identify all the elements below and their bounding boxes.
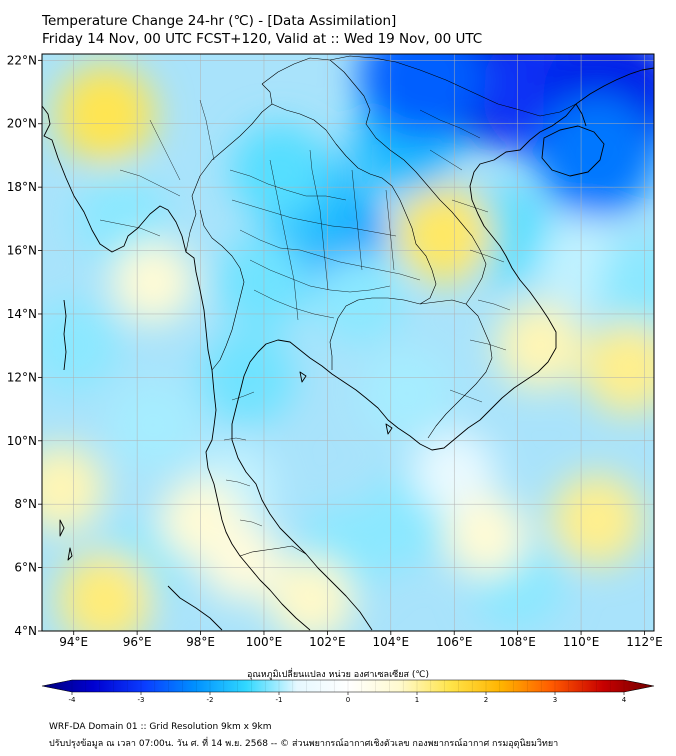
mainland-coastline xyxy=(42,105,311,631)
field-blob-14 xyxy=(108,380,198,470)
colorbar-tick-label: 2 xyxy=(484,696,488,704)
hainan-coastline xyxy=(541,125,605,177)
colorbar-tick-label: -3 xyxy=(138,696,145,704)
border-cambodia-vietnam xyxy=(419,299,493,439)
lon-tick-label: 96°E xyxy=(123,635,152,649)
lon-tick-label: 102°E xyxy=(309,635,346,649)
map-frame xyxy=(41,53,655,632)
border-thailand-laos xyxy=(271,103,437,305)
map-gridlines xyxy=(42,54,654,631)
field-blob-18 xyxy=(598,236,654,329)
field-blob-33 xyxy=(269,556,354,631)
footer-credit: ปรับปรุงข้อมูล ณ เวลา 07:00น. วัน ศ. ที่… xyxy=(49,739,559,749)
colorbar-tick-label: 1 xyxy=(415,696,419,704)
field-blob-5 xyxy=(359,54,486,139)
lon-tick-label: 112°E xyxy=(626,635,663,649)
colorbar-tick-label: 3 xyxy=(553,696,557,704)
colorbar-ticks: -4 -3 -2 -1 0 1 2 3 4 xyxy=(69,680,627,704)
border-thailand-malaysia xyxy=(239,545,307,557)
field-blob-4 xyxy=(536,95,654,216)
lon-tick-label: 100°E xyxy=(246,635,283,649)
colorbar-tick-label: 4 xyxy=(622,696,627,704)
field-blob-28 xyxy=(582,321,654,414)
border-north xyxy=(261,55,577,117)
map-title: Temperature Change 24-hr (℃) - [Data Ass… xyxy=(42,13,397,29)
gulf-coastline xyxy=(235,67,654,451)
myanmar-state-lines xyxy=(99,99,215,237)
field-blob-9 xyxy=(313,252,406,345)
colorbar-title: อุณหภูมิเปลี่ยนแปลง หน่วย องศาเซลเซียส (… xyxy=(246,670,430,680)
field-blob-32 xyxy=(444,494,528,578)
field-blob-29 xyxy=(58,552,153,631)
field-blob-35 xyxy=(111,241,195,324)
lat-tick-label: 16°N xyxy=(7,244,37,258)
lon-tick-label: 108°E xyxy=(499,635,536,649)
lon-tick-label: 110°E xyxy=(563,635,600,649)
vietnam-province-lines xyxy=(419,109,511,403)
lat-tick-label: 14°N xyxy=(7,307,37,321)
sumatra-coastline xyxy=(167,585,223,631)
leizhou-coastline xyxy=(575,103,587,127)
field-blob-15 xyxy=(361,348,452,439)
field-blob-27 xyxy=(496,302,584,390)
lat-tick-label: 12°N xyxy=(7,370,37,384)
field-blob-25 xyxy=(55,64,156,164)
lon-tick-label: 94°E xyxy=(59,635,88,649)
field-blob-13 xyxy=(42,299,120,392)
map-subtitle: Friday 14 Nov, 00 UTC FCST+120, Valid at… xyxy=(42,31,483,47)
temperature-field xyxy=(42,54,654,631)
lat-tick-label: 18°N xyxy=(7,180,37,194)
lon-tick-label: 106°E xyxy=(436,635,473,649)
field-blob-30 xyxy=(42,444,105,532)
coastlines xyxy=(42,67,654,631)
colorbar: -4 -3 -2 -1 0 1 2 3 4 xyxy=(41,679,655,704)
footer-model-info: WRF-DA Domain 01 :: Grid Resolution 9km … xyxy=(49,722,272,732)
border-thailand-cambodia xyxy=(329,297,421,370)
border-myanmar-thailand-south xyxy=(199,209,245,371)
lat-tick-label: 10°N xyxy=(7,434,37,448)
lat-tick-label: 20°N xyxy=(7,117,37,131)
lon-tick-label: 104°E xyxy=(373,635,410,649)
nicobar-islands xyxy=(59,519,73,561)
border-laos-vietnam xyxy=(329,59,487,305)
lon-tick-label: 98°E xyxy=(186,635,215,649)
province-lines xyxy=(223,149,421,527)
field-blob-26 xyxy=(396,186,494,284)
lat-tick-label: 4°N xyxy=(14,624,37,638)
axis-ticks: 94°E 96°E 98°E 100°E 102°E 104°E 106°E 108°E 110… xyxy=(7,53,663,649)
colorbar-tick-label: 0 xyxy=(346,696,350,704)
field-blob-10 xyxy=(231,122,329,220)
colorbar-tick-label: -1 xyxy=(276,696,283,704)
lat-tick-label: 22°N xyxy=(7,53,37,67)
lat-tick-label: 8°N xyxy=(14,497,37,511)
andaman-islands xyxy=(63,299,67,371)
colorbar-tick-label: -2 xyxy=(207,696,214,704)
colorbar-tick-label: -4 xyxy=(69,696,77,704)
field-blob-31 xyxy=(550,474,643,567)
country-borders xyxy=(99,55,577,557)
lat-tick-label: 6°N xyxy=(14,561,37,575)
peninsula-east-coastline xyxy=(231,407,373,631)
gulf-islands xyxy=(299,371,393,435)
